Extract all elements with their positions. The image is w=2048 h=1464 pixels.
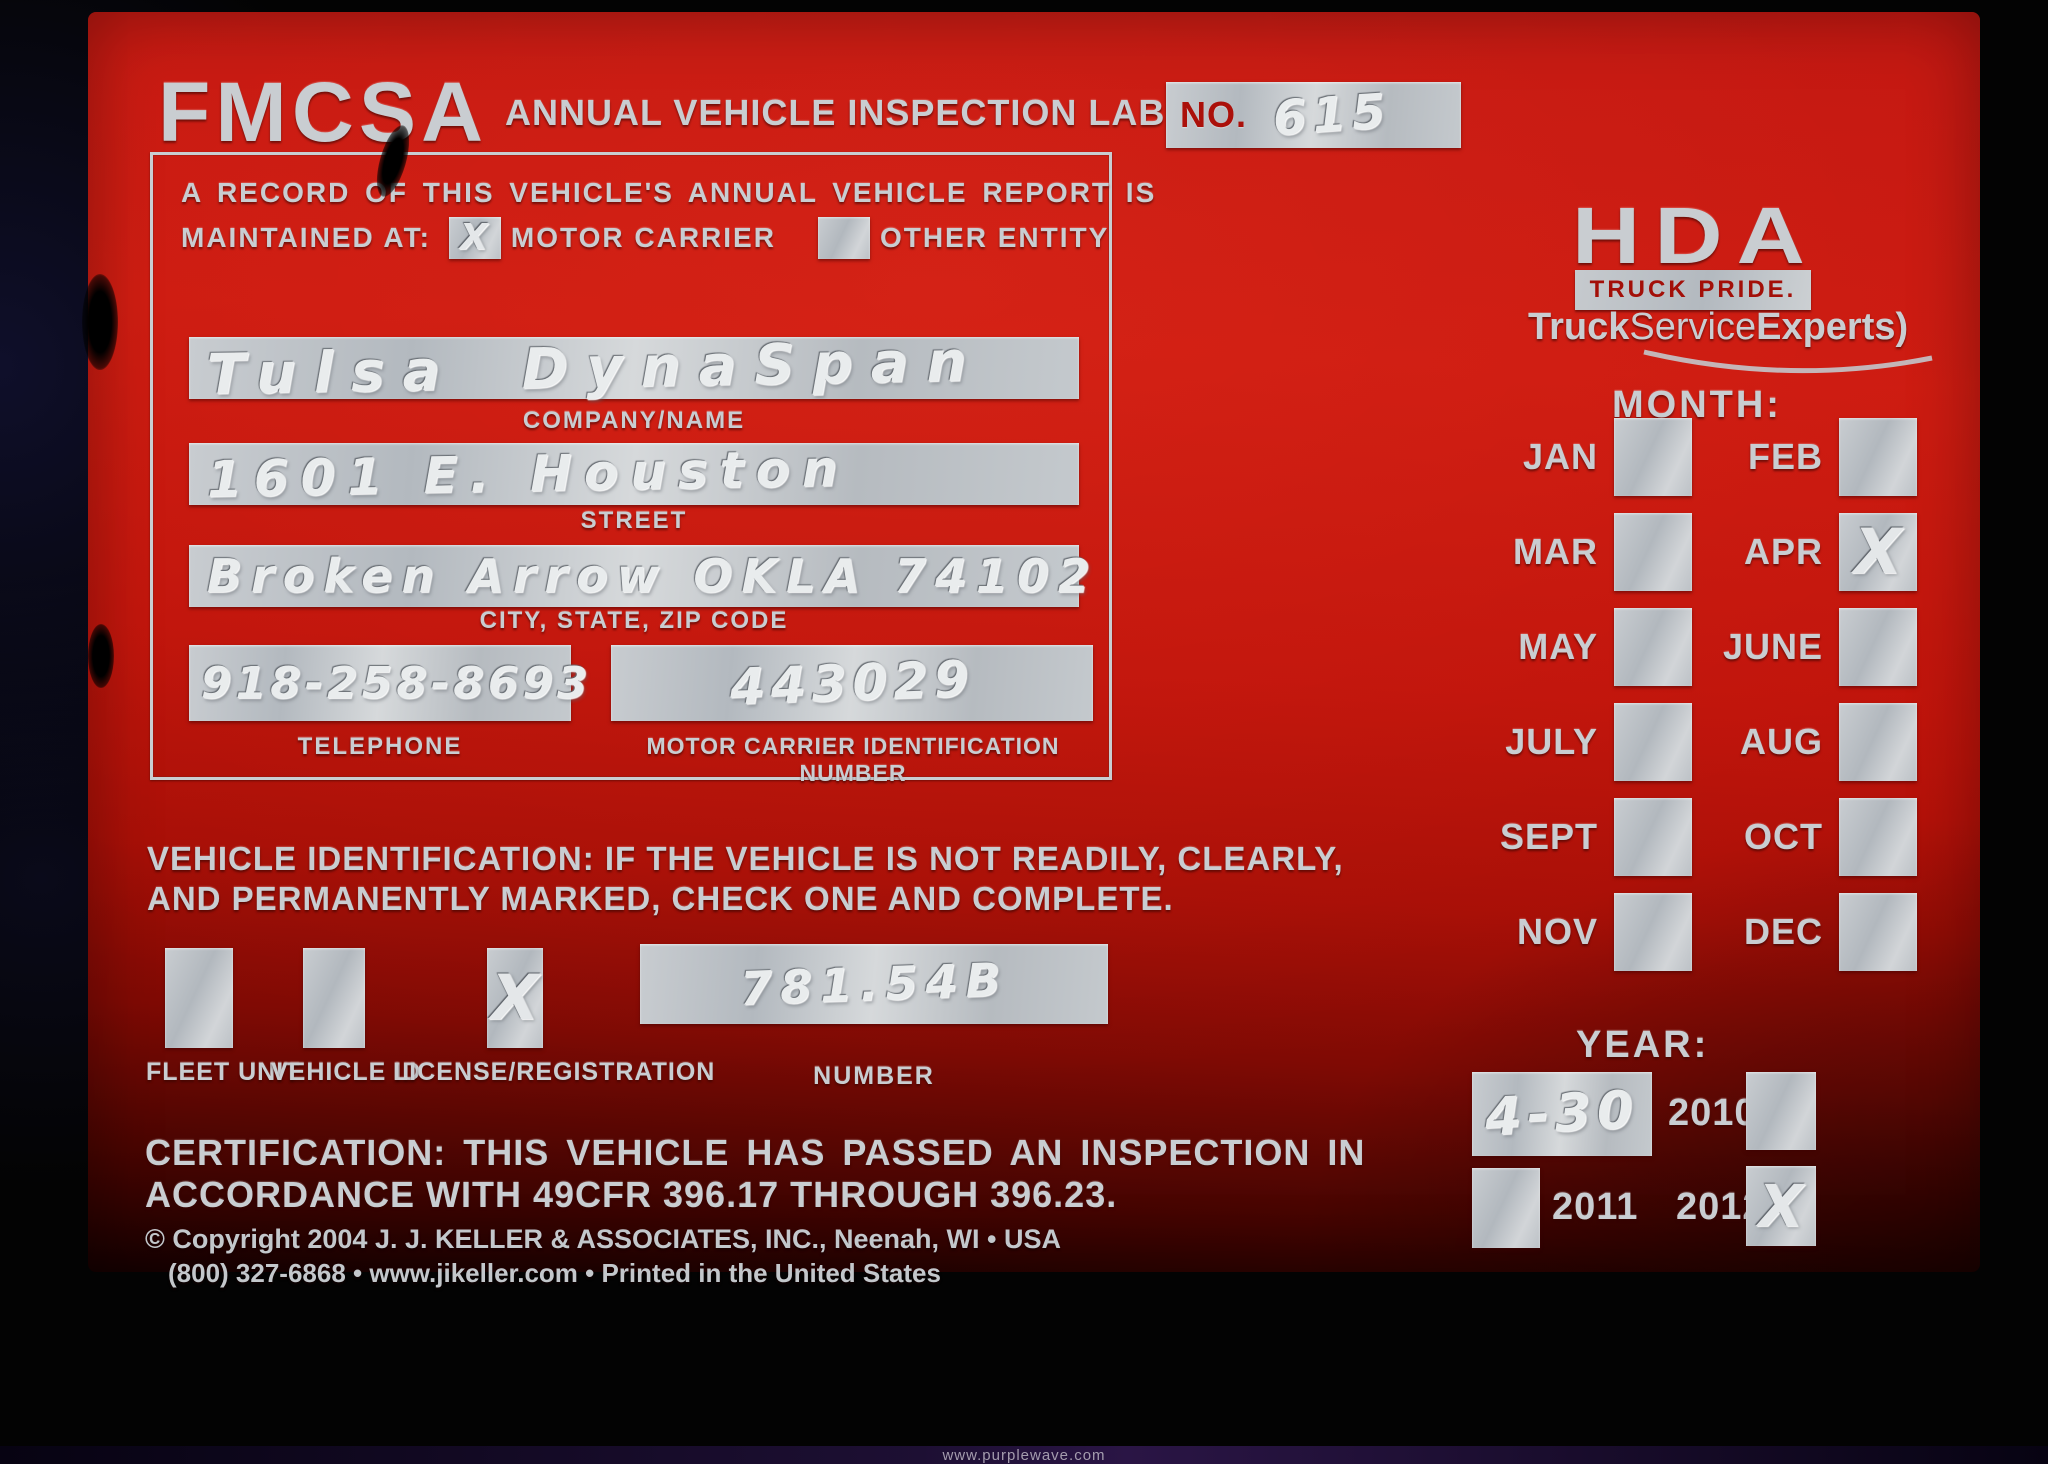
month-label-sept: SEPT	[1499, 816, 1598, 857]
number-value: 781.54B	[738, 952, 1010, 1016]
motor-carrier-id-label: MOTOR CARRIER IDENTIFICATION NUMBER	[646, 733, 1060, 786]
maintained-at-row: MAINTAINED AT: X MOTOR CARRIER OTHER ENT…	[181, 217, 1109, 259]
month-checkbox-mar[interactable]	[1614, 513, 1692, 591]
truck-service-experts-logo: TruckServiceExperts)	[1528, 306, 1908, 349]
year-heading: YEAR:	[1576, 1024, 1710, 1066]
year-checkbox-2012[interactable]: X	[1746, 1166, 1816, 1246]
company-value: Tulsa DynaSpan	[206, 328, 985, 408]
watermark-text: www.purplewave.com	[942, 1446, 1106, 1464]
month-label-may: MAY	[1518, 626, 1598, 667]
month-checkbox-sept[interactable]	[1614, 798, 1692, 876]
telephone-label: TELEPHONE	[297, 733, 463, 760]
motor-carrier-id-field[interactable]: 443029	[611, 645, 1093, 721]
license-registration-checkbox[interactable]: X	[487, 948, 543, 1048]
maintained-at-label: MAINTAINED AT:	[181, 222, 431, 253]
month-label-june: JUNE	[1722, 626, 1823, 667]
license-registration-mark: X	[491, 961, 539, 1034]
certification-line1-rest: THIS VEHICLE HAS PASSED AN INSPECTION IN	[446, 1132, 1366, 1173]
month-label-dec: DEC	[1743, 911, 1823, 952]
month-label-oct: OCT	[1744, 816, 1823, 857]
month-checkbox-feb[interactable]	[1839, 418, 1917, 496]
month-mark-apr: X	[1854, 515, 1902, 588]
stain	[82, 274, 118, 370]
city-state-zip-value: Broken Arrow OKLA 74102	[207, 549, 1100, 603]
month-label-feb: FEB	[1748, 436, 1823, 477]
copyright-line1: © Copyright 2004 J. J. KELLER & ASSOCIAT…	[145, 1224, 1061, 1254]
company-label: COMPANY/NAME	[522, 407, 746, 434]
month-checkbox-aug[interactable]	[1839, 703, 1917, 781]
other-entity-label: OTHER ENTITY	[879, 222, 1110, 253]
other-entity-checkbox[interactable]	[817, 217, 870, 259]
license-registration-label: LICENSE/REGISTRATION	[393, 1058, 716, 1086]
month-checkbox-july[interactable]	[1614, 703, 1692, 781]
month-label-apr: APR	[1743, 531, 1823, 572]
street-value: 1601 E. Houston	[206, 439, 850, 509]
month-label-mar: MAR	[1513, 531, 1598, 572]
label-number-box[interactable]: NO. 615	[1166, 82, 1461, 148]
record-line1: A RECORD OF THIS VEHICLE'S ANNUAL VEHICL…	[181, 177, 1157, 208]
vehicle-id-label: VEHICLE ID	[271, 1058, 422, 1086]
tse-service: Service	[1629, 306, 1757, 348]
month-checkbox-may[interactable]	[1614, 608, 1692, 686]
vehicle-identification-line2: AND PERMANENTLY MARKED, CHECK ONE AND CO…	[147, 880, 1174, 917]
inspection-label: FMCSA ANNUAL VEHICLE INSPECTION LABEL NO…	[82, 12, 1980, 1288]
logo-swoosh	[1643, 349, 1933, 374]
inspection-date-value: 4-30	[1483, 1080, 1641, 1148]
copyright-line2: (800) 327-6868 • www.jikeller.com • Prin…	[168, 1258, 941, 1288]
motor-carrier-mark: X	[460, 217, 490, 258]
fleet-unit-label: FLEET UNIT	[146, 1058, 301, 1086]
number-field[interactable]: 781.54B	[640, 944, 1108, 1024]
inspection-date-field[interactable]: 4-30	[1472, 1072, 1652, 1156]
certification-line1: CERTIFICATION: THIS VEHICLE HAS PASSED A…	[145, 1132, 1365, 1174]
motor-carrier-id-value: 443029	[728, 649, 976, 717]
month-checkbox-jan[interactable]	[1614, 418, 1692, 496]
no-label: NO.	[1180, 94, 1248, 135]
motor-carrier-label: MOTOR CARRIER	[510, 222, 776, 253]
company-field[interactable]: Tulsa DynaSpan	[189, 329, 1079, 407]
watermark-bar: www.purplewave.com	[0, 1446, 2048, 1464]
truck-pride-text: TRUCK PRIDE.	[1589, 276, 1797, 303]
certification-heading: CERTIFICATION:	[145, 1132, 447, 1173]
fleet-unit-checkbox[interactable]	[165, 948, 233, 1048]
city-state-zip-label: CITY, STATE, ZIP CODE	[479, 607, 789, 634]
month-label-nov: NOV	[1516, 911, 1598, 952]
month-checkbox-nov[interactable]	[1614, 893, 1692, 971]
tse-experts: Experts)	[1756, 306, 1909, 348]
vehicle-id-checkbox[interactable]	[303, 948, 365, 1048]
year-mark-2012: X	[1758, 1172, 1804, 1240]
motor-carrier-checkbox[interactable]: X	[448, 217, 501, 259]
vehicle-identification-line1-rest: IF THE VEHICLE IS NOT READILY, CLEARLY,	[594, 840, 1344, 877]
year-checkbox-2010[interactable]	[1746, 1072, 1816, 1150]
number-label: NUMBER	[813, 1062, 935, 1090]
month-label-july: JULY	[1505, 721, 1598, 762]
record-box: A RECORD OF THIS VEHICLE'S ANNUAL VEHICL…	[150, 152, 1154, 786]
year-label-2011: 2011	[1552, 1186, 1639, 1228]
no-value: 615	[1271, 82, 1394, 148]
tse-truck: Truck	[1528, 306, 1630, 348]
label-title: ANNUAL VEHICLE INSPECTION LABEL	[505, 92, 1214, 133]
vehicle-identification-heading: VEHICLE IDENTIFICATION:	[147, 840, 595, 877]
city-state-zip-field[interactable]: Broken Arrow OKLA 74102	[189, 545, 1090, 607]
month-checklist: JAN FEB MAR APR X MAY JUNE JULY AUG SEPT…	[1462, 418, 1919, 971]
year-label-2010: 2010	[1668, 1092, 1757, 1134]
hda-logo: HDA	[1572, 191, 1820, 280]
truck-pride-badge: TRUCK PRIDE.	[1575, 270, 1811, 310]
telephone-field[interactable]: 918-258-8693	[189, 645, 588, 721]
street-label: STREET	[580, 507, 688, 534]
telephone-value: 918-258-8693	[201, 657, 592, 709]
certification-line2: ACCORDANCE WITH 49CFR 396.17 THROUGH 396…	[145, 1174, 1118, 1215]
stain	[88, 624, 114, 688]
month-checkbox-june[interactable]	[1839, 608, 1917, 686]
year-checkbox-2011[interactable]	[1472, 1168, 1540, 1248]
fmcsa-logo: FMCSA	[158, 65, 489, 159]
street-field[interactable]: 1601 E. Houston	[189, 439, 1079, 509]
month-label-aug: AUG	[1740, 721, 1823, 762]
month-checkbox-oct[interactable]	[1839, 798, 1917, 876]
vehicle-identification-line1: VEHICLE IDENTIFICATION: IF THE VEHICLE I…	[147, 840, 1344, 878]
month-checkbox-dec[interactable]	[1839, 893, 1917, 971]
month-label-jan: JAN	[1522, 436, 1598, 477]
month-checkbox-apr[interactable]: X	[1839, 513, 1917, 591]
